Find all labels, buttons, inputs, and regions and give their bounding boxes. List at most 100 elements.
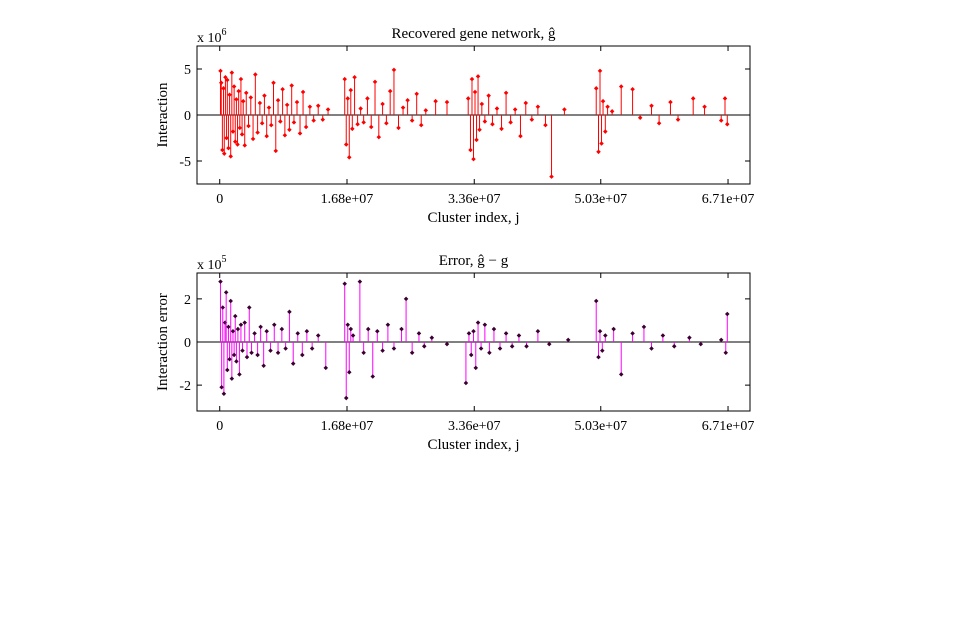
bottom-marker-41 xyxy=(342,281,347,287)
bottom-marker-75 xyxy=(516,333,522,338)
bottom-marker-36 xyxy=(300,352,305,358)
bottom-marker-1 xyxy=(219,385,224,390)
bottom-marker-30 xyxy=(275,350,281,356)
bottom-marker-2 xyxy=(220,305,226,310)
top-marker-111 xyxy=(605,104,610,109)
bottom-marker-84 xyxy=(603,333,608,338)
top-marker-32 xyxy=(264,133,269,139)
top-marker-20 xyxy=(239,132,245,137)
bottom-chart-title: Error, ĝ − g xyxy=(439,253,509,269)
top-marker-114 xyxy=(630,86,635,92)
top-marker-42 xyxy=(287,127,292,132)
bottom-marker-48 xyxy=(361,350,366,356)
top-marker-8 xyxy=(226,145,231,151)
top-marker-76 xyxy=(414,91,419,97)
top-marker-118 xyxy=(668,99,673,105)
bottom-marker-49 xyxy=(365,326,371,332)
bottom-marker-11 xyxy=(230,328,236,334)
top-marker-57 xyxy=(347,155,352,160)
bottom-marker-86 xyxy=(618,372,624,377)
bottom-marker-92 xyxy=(687,335,692,340)
bottom-marker-66 xyxy=(473,365,479,371)
top-marker-39 xyxy=(280,86,285,92)
bottom-y-axis-label: Interaction error xyxy=(155,293,171,391)
top-marker-40 xyxy=(282,132,288,138)
top-marker-77 xyxy=(418,122,424,128)
top-marker-106 xyxy=(596,149,601,155)
top-chart-title: Recovered gene network, ĝ xyxy=(391,26,556,42)
top-marker-47 xyxy=(300,89,306,95)
top-marker-22 xyxy=(242,143,247,148)
top-marker-53 xyxy=(325,107,331,112)
top-marker-119 xyxy=(675,117,681,122)
bottom-marker-16 xyxy=(237,372,242,377)
top-marker-9 xyxy=(227,92,232,98)
bottom-marker-58 xyxy=(416,331,422,336)
top-marker-117 xyxy=(656,121,662,126)
top-marker-68 xyxy=(380,101,385,107)
top-marker-66 xyxy=(372,79,378,85)
bottom-marker-34 xyxy=(290,361,296,366)
bottom-marker-35 xyxy=(295,331,301,336)
top-marker-108 xyxy=(599,141,604,146)
bottom-marker-77 xyxy=(535,328,541,334)
top-marker-48 xyxy=(303,124,309,130)
top-marker-83 xyxy=(469,76,475,82)
bottom-marker-50 xyxy=(370,374,376,379)
top-marker-79 xyxy=(433,98,438,104)
bottom-marker-26 xyxy=(261,363,266,368)
bottom-marker-47 xyxy=(357,279,363,284)
top-marker-44 xyxy=(291,120,297,125)
top-marker-51 xyxy=(315,103,321,109)
bottom-marker-45 xyxy=(348,326,354,332)
top-marker-69 xyxy=(384,121,389,126)
top-ytick-label-1: 0 xyxy=(184,109,191,124)
bottom-marker-3 xyxy=(221,391,227,397)
top-marker-15 xyxy=(234,97,239,102)
bottom-marker-95 xyxy=(723,350,729,356)
bottom-marker-62 xyxy=(463,380,469,386)
top-chart-recovered-gene-network: 0 1.68e+07 3.36e+07 5.03e+07 6.71e+07 -5 0 5 x 1… xyxy=(155,26,754,226)
top-marker-54 xyxy=(342,76,347,82)
bottom-marker-88 xyxy=(641,324,647,330)
top-marker-30 xyxy=(259,121,265,126)
top-marker-124 xyxy=(725,121,730,127)
bottom-marker-14 xyxy=(234,359,239,364)
bottom-marker-25 xyxy=(258,324,263,330)
top-marker-35 xyxy=(271,80,276,86)
top-marker-62 xyxy=(358,106,363,111)
top-marker-4 xyxy=(222,151,227,156)
top-marker-65 xyxy=(368,124,374,130)
bottom-marker-79 xyxy=(565,337,571,343)
top-xtick-label-1: 1.68e+07 xyxy=(321,192,374,207)
bottom-marker-56 xyxy=(403,296,409,302)
top-marker-33 xyxy=(266,105,272,110)
top-marker-74 xyxy=(405,98,410,103)
top-marker-109 xyxy=(600,98,606,104)
top-marker-95 xyxy=(503,90,509,96)
bottom-marker-81 xyxy=(596,354,601,360)
top-marker-5 xyxy=(223,75,228,80)
top-marker-52 xyxy=(320,117,326,122)
bottom-marker-42 xyxy=(343,395,349,401)
top-marker-72 xyxy=(396,125,401,131)
bottom-marker-32 xyxy=(283,346,288,351)
bottom-stems xyxy=(218,279,730,401)
top-marker-43 xyxy=(289,83,294,88)
top-marker-41 xyxy=(284,102,290,108)
bottom-marker-15 xyxy=(235,326,241,332)
top-marker-96 xyxy=(508,120,513,125)
top-marker-27 xyxy=(253,72,258,77)
bottom-x-axis-label: Cluster index, j xyxy=(427,437,519,453)
bottom-marker-9 xyxy=(228,298,233,304)
bottom-marker-53 xyxy=(385,322,391,328)
bottom-marker-61 xyxy=(444,341,450,347)
top-ytick-label-2: 5 xyxy=(184,63,191,78)
top-marker-88 xyxy=(477,127,482,132)
top-xtick-label-3: 5.03e+07 xyxy=(574,192,627,207)
bottom-marker-63 xyxy=(466,331,472,336)
top-marker-61 xyxy=(355,121,360,127)
top-marker-71 xyxy=(391,67,397,73)
bottom-marker-39 xyxy=(315,333,321,338)
bottom-marker-64 xyxy=(468,352,474,358)
